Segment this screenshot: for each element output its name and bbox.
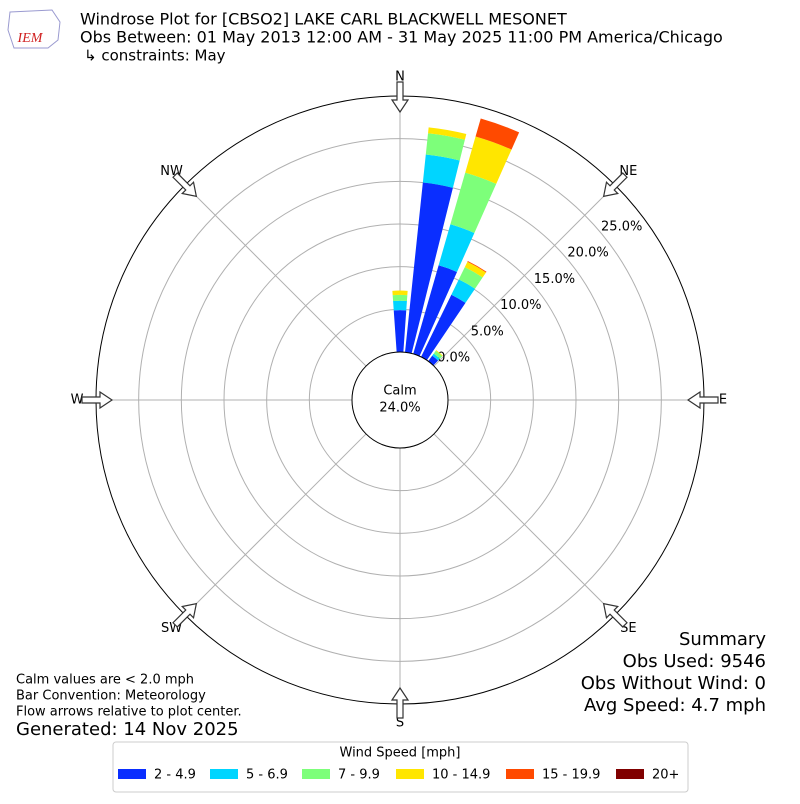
r-tick-label: 15.0%: [534, 272, 575, 287]
legend-swatch: [210, 769, 238, 779]
legend-swatch: [616, 769, 644, 779]
summary-line: Avg Speed: 4.7 mph: [584, 695, 766, 716]
note: Bar Convention: Meteorology: [16, 689, 206, 704]
bar-segment: [392, 291, 407, 296]
legend-swatch: [302, 769, 330, 779]
legend-label: 5 - 6.9: [246, 768, 288, 783]
flow-arrow: [82, 392, 112, 408]
note: Calm values are < 2.0 mph: [16, 673, 194, 688]
r-tick-label: 0.0%: [437, 351, 470, 366]
chart-title: Windrose Plot for [CBSO2] LAKE CARL BLAC…: [80, 10, 567, 29]
logo-text: IEM: [17, 31, 44, 46]
flow-arrow: [688, 392, 718, 408]
bar-segment: [393, 301, 407, 311]
compass-label: E: [719, 393, 727, 408]
bar-segment: [394, 310, 407, 352]
constraints: ↳ constraints: May: [84, 47, 226, 65]
summary-line: Obs Used: 9546: [623, 651, 766, 672]
summary-line: Summary: [679, 629, 766, 650]
legend-swatch: [118, 769, 146, 779]
legend-label: 10 - 14.9: [432, 768, 490, 783]
legend-label: 15 - 19.9: [542, 768, 600, 783]
legend-title: Wind Speed [mph]: [340, 746, 461, 761]
calm-value: 24.0%: [379, 401, 420, 416]
bar-segment: [423, 155, 460, 188]
flow-arrow-shape: [82, 392, 112, 408]
calm-label: Calm: [383, 384, 416, 399]
flow-arrow-shape: [392, 82, 408, 112]
legend-label: 20+: [652, 768, 679, 783]
flow-arrow: [392, 82, 408, 112]
flow-arrow: [392, 688, 408, 718]
flow-arrow-shape: [392, 688, 408, 718]
chart-subtitle: Obs Between: 01 May 2013 12:00 AM - 31 M…: [80, 28, 723, 47]
bar-segment: [393, 295, 408, 301]
r-tick-label: 20.0%: [567, 246, 608, 261]
note: Flow arrows relative to plot center.: [16, 705, 242, 720]
bar-segment: [450, 173, 496, 233]
logo: IEM: [8, 10, 60, 48]
flow-arrow-shape: [688, 392, 718, 408]
legend-label: 7 - 9.9: [338, 768, 380, 783]
r-tick-label: 5.0%: [471, 324, 504, 339]
summary-line: Obs Without Wind: 0: [581, 673, 766, 694]
legend-swatch: [396, 769, 424, 779]
legend-swatch: [506, 769, 534, 779]
legend-label: 2 - 4.9: [154, 768, 196, 783]
r-tick-label: 10.0%: [500, 298, 541, 313]
generated: Generated: 14 Nov 2025: [16, 719, 239, 740]
r-tick-label: 25.0%: [601, 219, 642, 234]
